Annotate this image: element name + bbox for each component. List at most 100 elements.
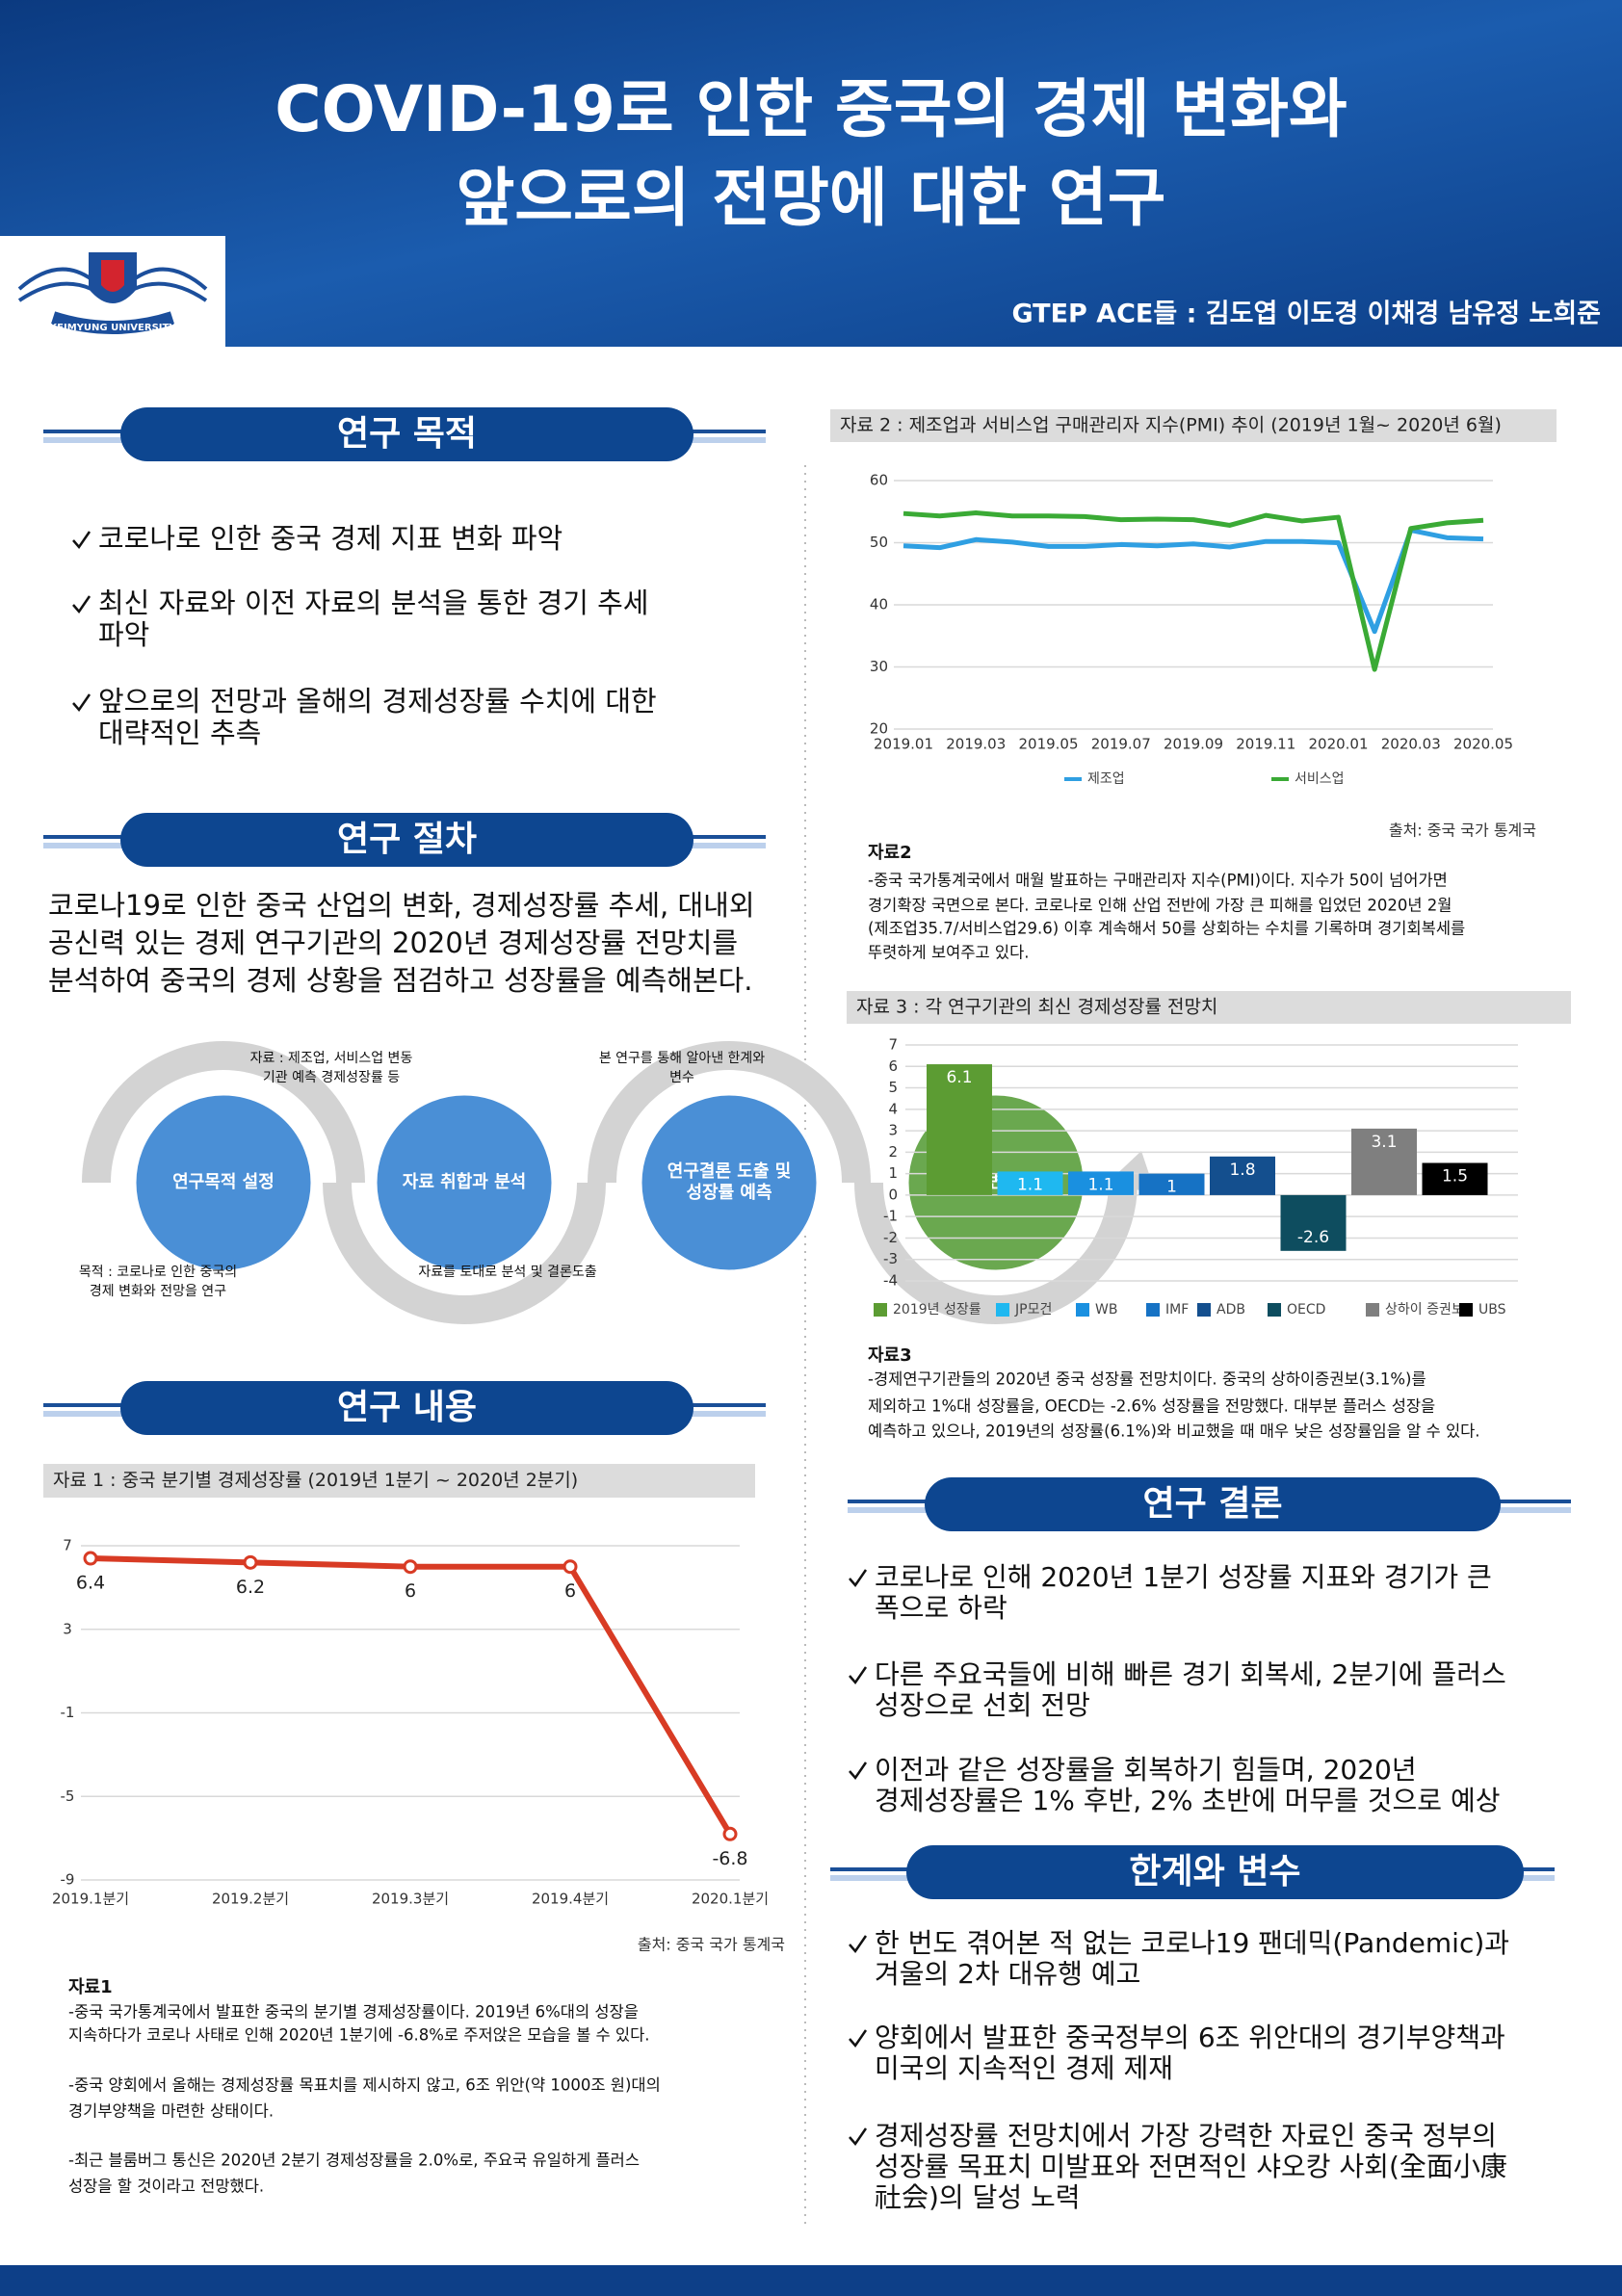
bar — [1210, 1156, 1275, 1195]
note-title: 자료1 — [68, 1977, 113, 1997]
data-label: 6 — [564, 1580, 576, 1602]
bullet-text: 미국의 지속적인 경제 제재 — [875, 2052, 1173, 2084]
y-tick-label: 4 — [888, 1100, 898, 1117]
legend-label: 제조업 — [1087, 771, 1125, 787]
x-tick-label: 2019.2분기 — [212, 1891, 289, 1908]
x-tick-label: 2020.03 — [1381, 736, 1441, 753]
bar — [1138, 1173, 1205, 1195]
y-tick-label: -2 — [883, 1229, 898, 1246]
data-point — [243, 1554, 258, 1570]
section-heading: 연구 내용 — [337, 1388, 477, 1427]
note-title: 자료3 — [868, 1345, 912, 1366]
bullet-text: 대략적인 추측 — [98, 717, 261, 749]
authors: GTEP ACE들 : 김도엽 이도경 이채경 남유정 노희준 — [1011, 300, 1601, 329]
note-line: -경제연구기관들의 2020년 중국 성장률 전망치이다. 중국의 상하이증권보… — [868, 1370, 1426, 1389]
caption-box — [830, 409, 1557, 442]
heading-pill — [120, 407, 693, 461]
data-point — [722, 1826, 738, 1841]
step-circle — [374, 1092, 555, 1273]
y-tick-label: 40 — [870, 596, 888, 613]
y-tick-label: 3 — [888, 1122, 898, 1139]
data-label: 1.8 — [1229, 1161, 1255, 1180]
y-tick-label: -1 — [61, 1704, 75, 1721]
data-label: -2.6 — [1297, 1228, 1329, 1247]
x-tick-label: 2019.01 — [874, 736, 933, 753]
legend-label: WB — [1095, 1302, 1117, 1318]
data-label: 3.1 — [1371, 1133, 1397, 1152]
y-tick-label: 2 — [888, 1143, 898, 1161]
poster-title: COVID-19로 인한 중국의 경제 변화와 — [275, 72, 1347, 146]
x-tick-label: 2020.05 — [1453, 736, 1513, 753]
y-tick-label: 3 — [63, 1620, 72, 1637]
heading-pill — [120, 1381, 693, 1435]
step-label: 자료 취합과 분석 — [403, 1171, 526, 1192]
data-label: 6.2 — [236, 1577, 265, 1598]
note-line: -중국 국가통계국에서 매월 발표하는 구매관리자 지수(PMI)이다. 지수가… — [868, 872, 1448, 890]
legend-swatch — [1197, 1303, 1211, 1317]
check-icon — [72, 595, 92, 614]
y-tick-label: -4 — [883, 1272, 898, 1290]
legend-swatch — [1076, 1303, 1089, 1317]
x-tick-label: 2019.3분기 — [372, 1891, 449, 1908]
x-tick-label: 2019.07 — [1091, 736, 1151, 753]
note-line: 예측하고 있으나, 2019년의 성장률(6.1%)와 비교했을 때 매우 낮은… — [868, 1422, 1480, 1441]
note-line: 제외하고 1%대 성장률을, OECD는 -2.6% 성장률을 전망했다. 대부… — [868, 1397, 1435, 1416]
section-heading: 연구 결론 — [1142, 1484, 1282, 1524]
step-label: 성장률 예측 — [686, 1183, 772, 1203]
check-icon — [72, 693, 92, 713]
legend-swatch — [1459, 1303, 1473, 1317]
x-tick-label: 2019.03 — [946, 736, 1006, 753]
bullet-text: 경제성장률 전망치에서 가장 강력한 자료인 중국 정부의 — [875, 2120, 1497, 2152]
y-tick-label: 0 — [888, 1186, 898, 1203]
legend-label: OECD — [1287, 1302, 1325, 1318]
chart-title: 자료 2 : 제조업과 서비스업 구매관리자 지수(PMI) 추이 (2019년… — [840, 415, 1502, 436]
bullet-text: 한 번도 겪어본 적 없는 코로나19 팬데믹(Pandemic)과 — [875, 1927, 1509, 1959]
x-tick-label: 2019.4분기 — [532, 1891, 609, 1908]
legend-swatch — [996, 1303, 1009, 1317]
data-label: 1.5 — [1442, 1167, 1468, 1187]
step-annotation: 자료 : 제조업, 서비스업 변동 — [250, 1051, 413, 1066]
bar — [1351, 1128, 1417, 1195]
bullet-text: 社会)의 달성 노력 — [875, 2181, 1081, 2213]
chart-source: 출처: 중국 국가 통계국 — [638, 1936, 785, 1954]
x-tick-label: 2019.05 — [1018, 736, 1078, 753]
note-line: 지속하다가 코로나 사태로 인해 2020년 1분기에 -6.8%로 주저앉은 … — [68, 2026, 650, 2045]
note-line: -중국 양회에서 올해는 경제성장률 목표치를 제시하지 않고, 6조 위안(약… — [68, 2076, 661, 2095]
legend-label: 서비스업 — [1295, 771, 1345, 787]
step-annotation: 기관 예측 경제성장률 등 — [263, 1070, 400, 1085]
procedure-text: 공신력 있는 경제 연구기관의 2020년 경제성장률 전망치를 — [48, 926, 738, 959]
data-point — [83, 1551, 98, 1566]
data-line — [903, 510, 1484, 672]
data-label: 6.4 — [76, 1573, 105, 1594]
logo-text: KEIMYUNG UNIVERSITY — [49, 323, 176, 333]
note-line: -최근 블룸버그 통신은 2020년 2분기 경제성장률을 2.0%로, 주요국… — [68, 2152, 640, 2170]
note-line: 경기확장 국면으로 본다. 코로나로 인해 산업 전반에 가장 큰 피해를 입었… — [868, 897, 1452, 915]
y-tick-label: 50 — [870, 534, 888, 551]
check-icon — [849, 1935, 868, 1954]
y-tick-label: 1 — [888, 1164, 898, 1182]
y-tick-label: 7 — [888, 1036, 898, 1054]
legend-swatch — [1366, 1303, 1379, 1317]
flow-arc — [588, 1041, 871, 1184]
check-icon — [849, 1569, 868, 1588]
step-label: 연구결론 도출 및 — [667, 1161, 791, 1182]
section-heading: 한계와 변수 — [1129, 1852, 1300, 1892]
step-label: 연구목적 설정 — [172, 1172, 275, 1192]
check-icon — [849, 2029, 868, 2048]
chart-title: 자료 3 : 각 연구기관의 최신 경제성장률 전망치 — [856, 997, 1217, 1018]
legend-swatch — [1268, 1303, 1281, 1317]
y-tick-label: 20 — [870, 720, 888, 738]
note-line: -중국 국가통계국에서 발표한 중국의 분기별 경제성장률이다. 2019년 6… — [68, 2003, 639, 2022]
x-tick-label: 2019.09 — [1164, 736, 1223, 753]
poster-title: 앞으로의 전망에 대한 연구 — [457, 161, 1166, 235]
bullet-text: 코로나로 인해 2020년 1분기 성장률 지표와 경기가 큰 — [875, 1561, 1492, 1593]
check-icon — [72, 531, 92, 550]
bullet-text: 성장으로 선회 전망 — [875, 1689, 1090, 1721]
procedure-text: 분석하여 중국의 경제 상황을 점검하고 성장률을 예측해본다. — [48, 964, 753, 997]
data-point — [562, 1559, 578, 1575]
legend-label: UBS — [1478, 1302, 1506, 1318]
note-line: 경기부양책을 마련한 상태이다. — [68, 2102, 274, 2121]
y-tick-label: -3 — [883, 1250, 898, 1267]
